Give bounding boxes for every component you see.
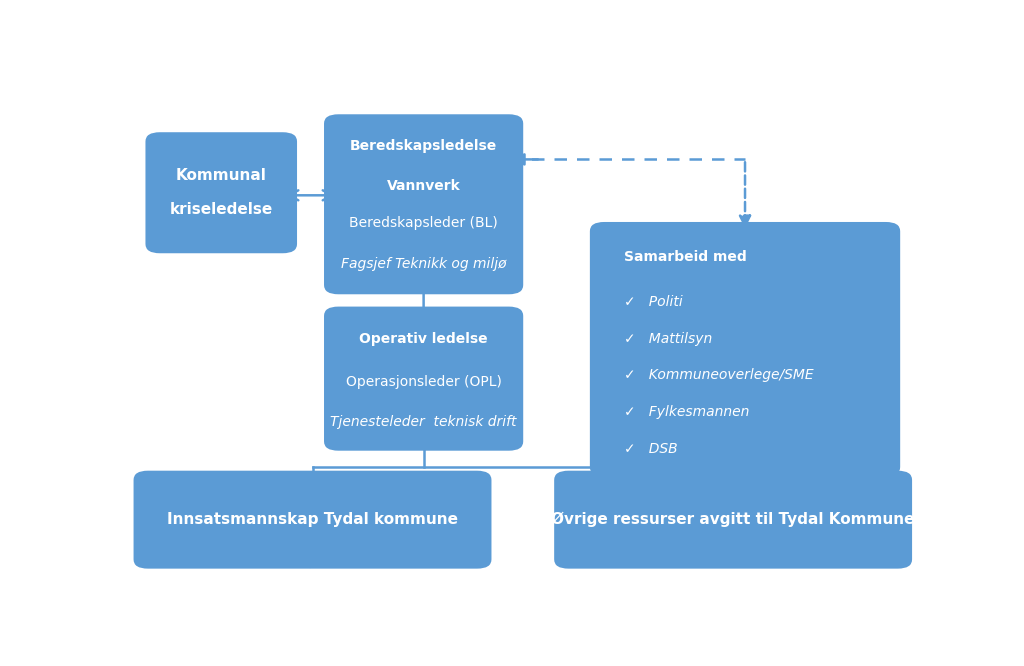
Text: Samarbeid med: Samarbeid med (624, 250, 746, 264)
Text: Øvrige ressurser avgitt til Tydal Kommune: Øvrige ressurser avgitt til Tydal Kommun… (551, 512, 914, 527)
Text: ✓   Kommuneoverlege/SME: ✓ Kommuneoverlege/SME (624, 368, 814, 382)
Text: Beredskapsleder (BL): Beredskapsleder (BL) (349, 216, 498, 230)
Text: Vannverk: Vannverk (387, 178, 461, 192)
Text: ✓   DSB: ✓ DSB (624, 442, 678, 456)
Text: Operasjonsleder (OPL): Operasjonsleder (OPL) (346, 375, 502, 389)
Text: Fagsjef Teknikk og miljø: Fagsjef Teknikk og miljø (341, 257, 507, 271)
Text: Kommunal: Kommunal (176, 168, 266, 183)
FancyBboxPatch shape (590, 222, 900, 476)
FancyBboxPatch shape (554, 471, 912, 569)
FancyBboxPatch shape (145, 133, 297, 253)
FancyBboxPatch shape (133, 471, 492, 569)
Text: ✓   Politi: ✓ Politi (624, 295, 683, 309)
Text: kriseledelse: kriseledelse (170, 202, 272, 217)
Text: Innsatsmannskap Tydal kommune: Innsatsmannskap Tydal kommune (167, 512, 458, 527)
Text: Operativ ledelse: Operativ ledelse (359, 332, 487, 346)
Text: ✓   Fylkesmannen: ✓ Fylkesmannen (624, 405, 750, 419)
Text: ✓   Mattilsyn: ✓ Mattilsyn (624, 332, 713, 346)
Text: Tjenesteleder  teknisk drift: Tjenesteleder teknisk drift (331, 415, 517, 429)
FancyBboxPatch shape (324, 306, 523, 451)
Text: Beredskapsledelse: Beredskapsledelse (350, 139, 498, 153)
FancyBboxPatch shape (324, 115, 523, 294)
